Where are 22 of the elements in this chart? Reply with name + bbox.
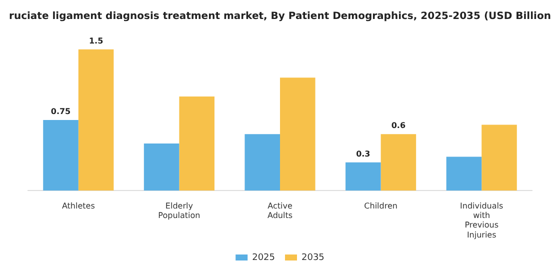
- chart-title: ruciate ligament diagnosis treatment market, By Patient Demographics, 2025-2035 (USD Billion: [8, 10, 552, 24]
- x-tick-label: Children: [364, 201, 398, 210]
- bar: [446, 156, 482, 191]
- bar: [144, 144, 180, 191]
- data-label: 1.5: [88, 36, 104, 46]
- legend-label: 2035: [302, 252, 324, 263]
- x-tick-label: Active Adults: [267, 201, 293, 220]
- data-label: 0.3: [356, 149, 370, 158]
- bar: [482, 124, 517, 191]
- bar: [43, 120, 78, 191]
- bar: [346, 162, 381, 191]
- x-tick-label: Elderly Population: [158, 201, 200, 220]
- bar: [280, 78, 316, 191]
- x-tick-label: Athletes: [62, 201, 95, 210]
- bar: [380, 134, 416, 191]
- bar: [78, 49, 114, 191]
- legend-label: 2025: [252, 252, 275, 263]
- bar: [244, 134, 280, 191]
- x-tick-label: Individuals with Previous Injuries: [460, 201, 504, 240]
- data-label: 0.6: [391, 121, 406, 130]
- data-label: 0.75: [50, 107, 72, 116]
- bar: [179, 96, 214, 191]
